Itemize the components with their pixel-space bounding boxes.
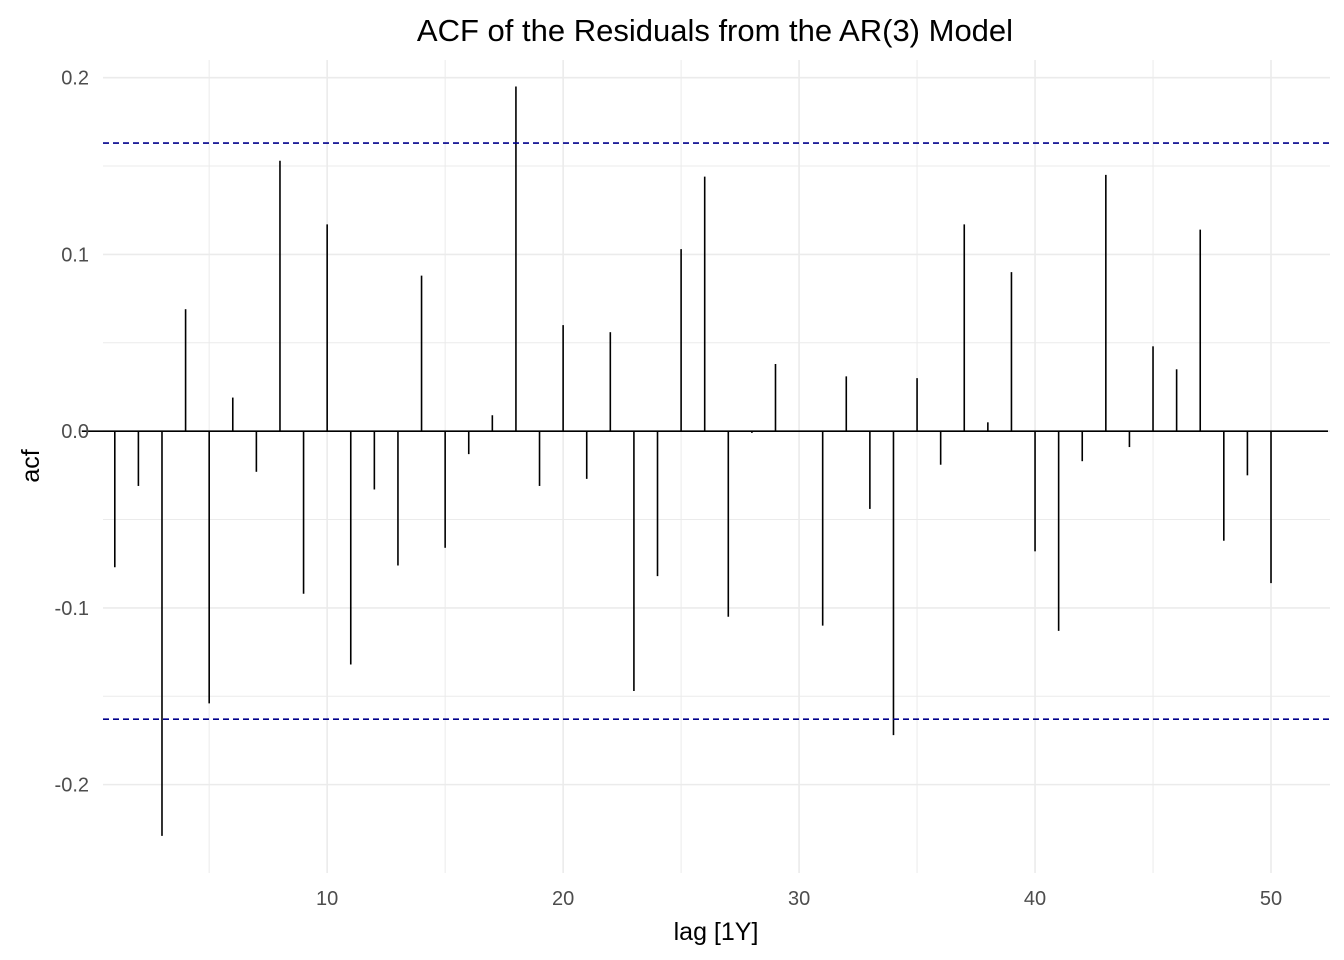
x-tick-labels: 10 20 30 40 50	[316, 888, 1282, 910]
y-tick-label: 0.1	[61, 244, 89, 266]
y-tick-label: -0.1	[55, 598, 89, 620]
y-tick-label: -0.2	[55, 775, 89, 797]
y-tick-label: 0.0	[61, 421, 89, 443]
x-tick-label: 20	[552, 888, 574, 910]
x-tick-label: 50	[1260, 888, 1282, 910]
y-tick-labels: 0.2 0.1 0.0 -0.1 -0.2	[55, 68, 89, 797]
confidence-bounds	[103, 142, 1330, 721]
grid-major-x	[326, 60, 1272, 873]
x-tick-label: 30	[788, 888, 810, 910]
x-tick-label: 10	[316, 888, 338, 910]
grid-minor-y	[103, 165, 1330, 697]
x-tick-label: 40	[1024, 888, 1046, 910]
acf-bars	[113, 86, 1272, 836]
x-axis-title: lag [1Y]	[674, 918, 759, 946]
y-axis-title: acf	[17, 449, 45, 482]
chart-title: ACF of the Residuals from the AR(3) Mode…	[417, 13, 1013, 48]
y-tick-label: 0.2	[61, 68, 89, 90]
